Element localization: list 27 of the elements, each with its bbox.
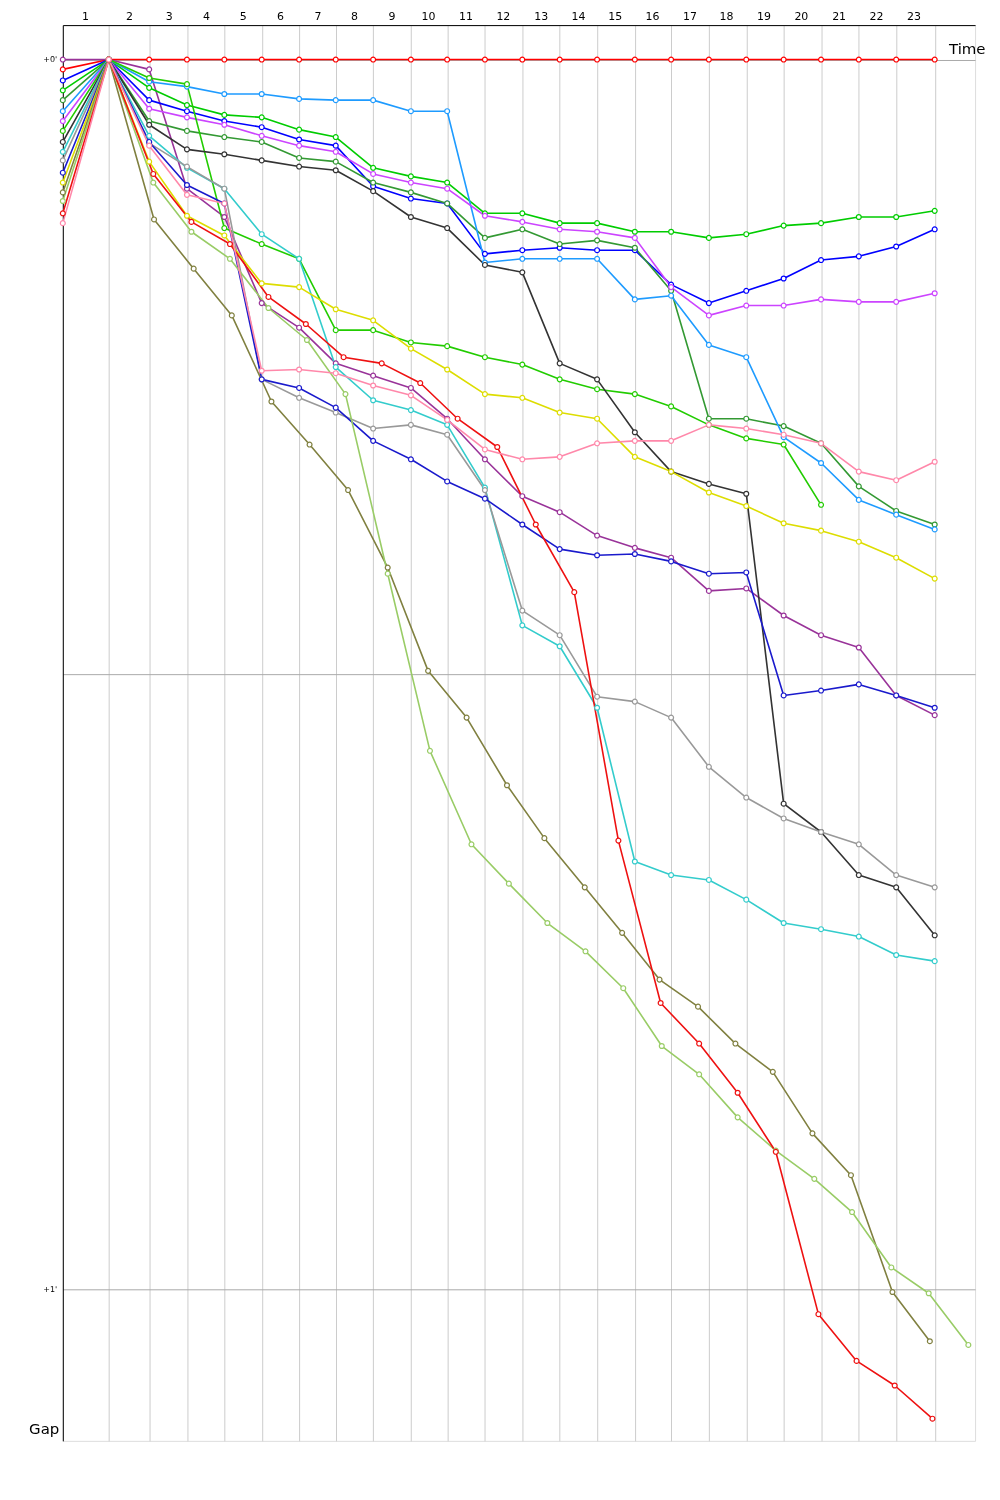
x-tick-label: 22 (869, 9, 884, 23)
x-tick-label: 9 (388, 9, 396, 23)
x-tick-label: 7 (314, 9, 322, 23)
x-tick-label: 5 (239, 9, 247, 23)
x-tick-label: 13 (534, 9, 549, 23)
y-tick-label: +0' (43, 55, 58, 65)
x-tick-label: 19 (756, 9, 771, 23)
x-tick-label: 1 (81, 9, 89, 23)
y-axis-title: Gap (29, 1420, 60, 1439)
x-tick-label: 3 (165, 9, 173, 23)
x-tick-label: 8 (351, 9, 359, 23)
x-tick-label: 21 (832, 9, 847, 23)
y-tick-label: +1' (43, 1285, 58, 1295)
x-tick-label: 10 (421, 9, 436, 23)
x-axis-title: Time (947, 39, 986, 58)
x-tick-label: 17 (682, 9, 697, 23)
x-tick-label: 2 (126, 9, 133, 23)
x-tick-label: 14 (571, 9, 586, 23)
x-tick-label: 12 (496, 9, 511, 23)
x-tick-label: 11 (459, 9, 473, 23)
x-tick-label: 15 (608, 9, 623, 23)
x-tick-label: 6 (277, 9, 285, 23)
x-tick-label: 18 (719, 9, 734, 23)
x-tick-label: 23 (906, 9, 921, 23)
x-tick-label: 20 (794, 9, 809, 23)
x-tick-label: 4 (203, 9, 211, 23)
x-tick-label: 16 (645, 9, 660, 23)
